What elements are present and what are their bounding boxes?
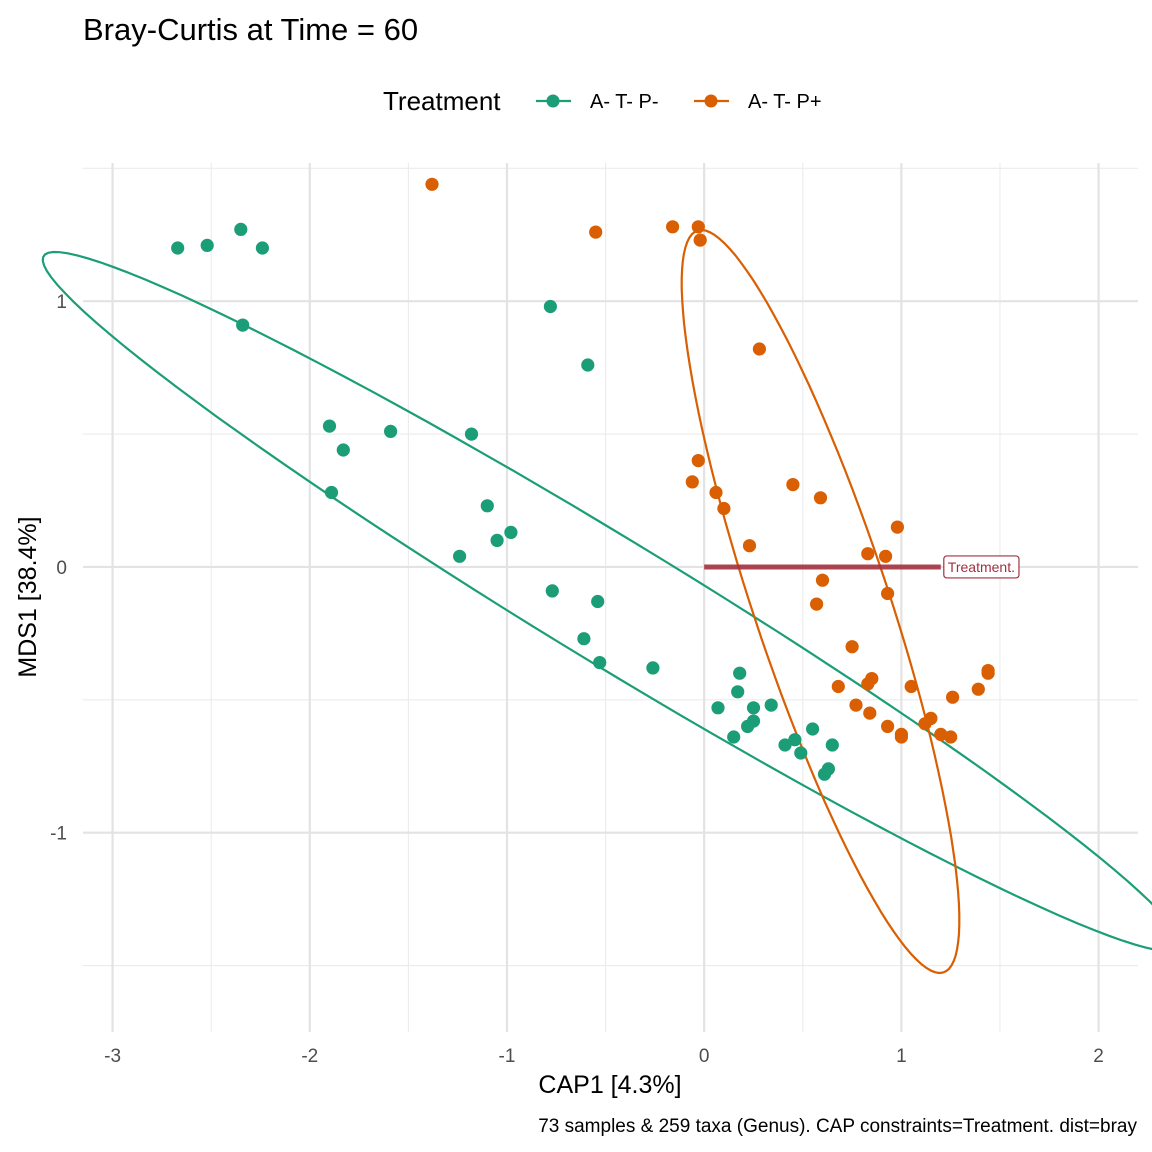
data-point-p-minus <box>324 485 339 500</box>
ellipse-p-minus <box>41 250 1152 951</box>
data-point-p-plus <box>786 478 800 492</box>
data-point-p-minus <box>591 594 605 609</box>
data-point-p-minus <box>236 318 250 332</box>
data-point-p-plus <box>924 711 938 726</box>
data-point-p-minus <box>464 427 479 441</box>
x-axis-ticks: -3 -2 -1 0 1 2 <box>104 1046 1104 1067</box>
data-point-p-minus <box>581 358 595 372</box>
y-tick-label: 0 <box>56 558 67 579</box>
data-point-p-minus <box>336 443 350 457</box>
x-tick-label: 1 <box>896 1046 907 1067</box>
x-tick-label: -2 <box>301 1046 318 1067</box>
data-point-p-minus <box>322 419 337 433</box>
y-axis-title: MDS1 [38.4%] <box>14 516 42 677</box>
x-tick-label: -3 <box>104 1046 121 1067</box>
data-point-p-plus <box>831 679 845 694</box>
y-tick-label: -1 <box>50 824 67 845</box>
data-point-p-minus <box>794 746 808 760</box>
minor-gridlines <box>83 163 1138 1032</box>
chart-caption: 73 samples & 259 taxa (Genus). CAP const… <box>538 1116 1137 1137</box>
data-point-p-minus <box>593 656 607 670</box>
data-point-p-minus <box>234 222 248 236</box>
data-point-p-minus <box>545 584 559 598</box>
legend-entry-p-minus: A- T- P- <box>536 91 659 113</box>
legend-label-p-minus: A- T- P- <box>590 91 659 113</box>
data-point-p-plus <box>589 225 603 239</box>
data-point-p-minus <box>480 499 494 513</box>
data-point-p-plus <box>709 485 723 500</box>
data-point-p-minus <box>788 733 802 747</box>
data-point-p-plus <box>861 677 875 691</box>
data-point-p-plus <box>691 454 705 468</box>
data-point-p-minus <box>577 632 591 646</box>
data-point-p-minus <box>727 730 741 744</box>
legend-title: Treatment <box>383 86 501 116</box>
sample-points <box>171 177 995 781</box>
legend-key-point-p-minus <box>546 94 560 108</box>
data-point-p-plus <box>890 520 905 534</box>
data-point-p-minus <box>200 238 214 252</box>
data-point-p-plus <box>742 539 757 553</box>
data-point-p-plus <box>810 597 824 611</box>
data-point-p-plus <box>693 233 707 247</box>
data-point-p-plus <box>971 682 985 696</box>
data-point-p-plus <box>863 706 877 720</box>
data-point-p-minus <box>746 701 761 715</box>
y-axis-ticks: -1 0 1 <box>50 292 67 844</box>
data-point-p-plus <box>981 664 995 678</box>
x-tick-label: -1 <box>499 1046 516 1067</box>
data-point-p-plus <box>881 586 895 601</box>
legend-label-p-plus: A- T- P+ <box>748 91 822 113</box>
data-point-p-plus <box>813 491 828 505</box>
data-point-p-plus <box>849 698 863 712</box>
data-point-p-minus <box>806 722 820 736</box>
data-point-p-plus <box>881 719 895 734</box>
data-point-p-plus <box>666 220 680 234</box>
data-point-p-minus <box>171 241 185 255</box>
data-point-p-plus <box>717 501 731 516</box>
data-point-p-minus <box>384 424 398 438</box>
data-point-p-minus <box>711 701 725 715</box>
legend-key-point-p-plus <box>704 94 718 108</box>
treatment-arrow: Treatment. <box>704 555 1020 579</box>
data-point-p-minus <box>733 666 747 680</box>
data-point-p-plus <box>845 640 859 654</box>
x-axis-title: CAP1 [4.3%] <box>538 1071 681 1099</box>
major-gridlines <box>83 163 1138 1032</box>
y-tick-label: 1 <box>56 292 67 313</box>
legend: Treatment A- T- P- A- T- P+ <box>383 86 822 116</box>
data-point-p-minus <box>731 685 745 699</box>
data-point-p-minus <box>504 525 518 540</box>
x-tick-label: 2 <box>1093 1046 1104 1067</box>
data-point-p-plus <box>425 177 439 191</box>
x-tick-label: 0 <box>699 1046 710 1067</box>
data-point-p-minus <box>764 698 778 712</box>
data-point-p-minus <box>543 299 558 314</box>
data-point-p-minus <box>255 241 269 255</box>
data-point-p-plus <box>879 549 893 563</box>
data-point-p-plus <box>944 730 958 744</box>
data-point-p-minus <box>490 533 504 548</box>
data-point-p-plus <box>946 690 960 704</box>
data-point-p-plus <box>894 730 909 744</box>
data-point-p-minus <box>746 714 761 728</box>
data-point-p-plus <box>815 573 830 587</box>
chart-title: Bray-Curtis at Time = 60 <box>83 12 418 47</box>
data-point-p-plus <box>691 220 705 234</box>
data-point-p-plus <box>904 679 918 694</box>
treatment-arrow-label: Treatment. <box>948 559 1015 575</box>
data-point-p-minus <box>646 661 660 675</box>
data-point-p-plus <box>934 727 948 742</box>
data-point-p-minus <box>825 738 839 752</box>
data-point-p-minus <box>778 738 792 752</box>
data-point-p-plus <box>685 475 699 489</box>
legend-entry-p-plus: A- T- P+ <box>694 91 822 113</box>
data-point-p-plus <box>861 547 875 561</box>
treatment-arrow-label-box <box>943 555 1020 579</box>
data-point-p-plus <box>752 342 767 356</box>
data-point-p-minus <box>453 549 467 563</box>
data-point-p-minus <box>821 762 836 776</box>
